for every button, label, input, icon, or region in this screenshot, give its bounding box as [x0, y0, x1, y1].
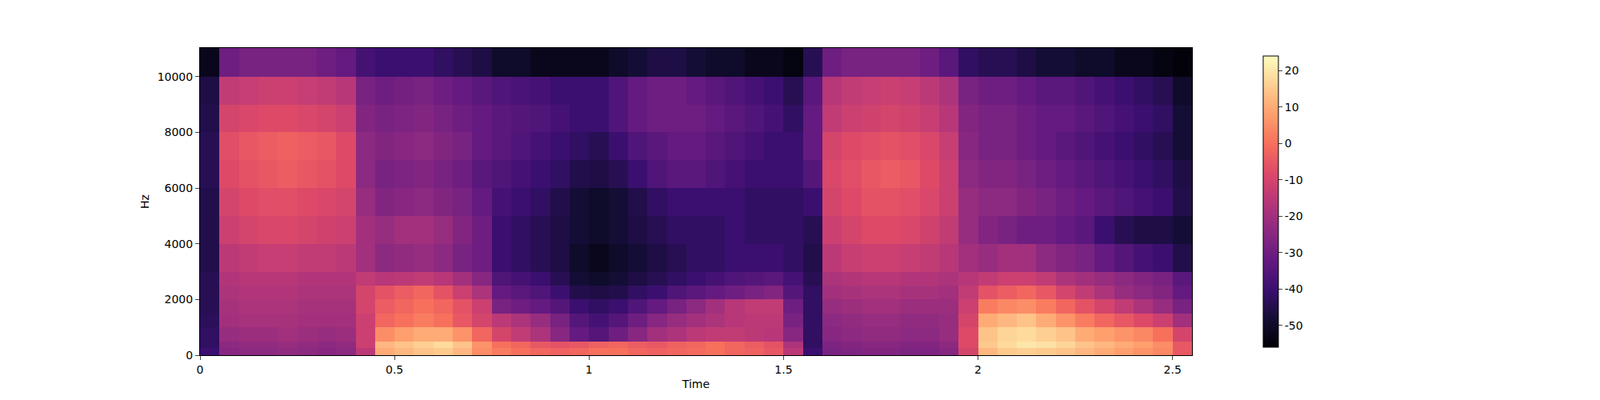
svg-text:-20: -20	[1284, 209, 1304, 223]
svg-text:2: 2	[974, 363, 982, 376]
svg-text:0.5: 0.5	[385, 363, 404, 376]
svg-text:20: 20	[1284, 64, 1300, 77]
svg-text:10: 10	[1284, 100, 1300, 114]
svg-text:4000: 4000	[164, 237, 194, 251]
svg-text:6000: 6000	[164, 181, 194, 195]
svg-text:0: 0	[185, 348, 193, 362]
svg-text:Time: Time	[681, 377, 710, 391]
svg-text:-40: -40	[1284, 282, 1304, 296]
svg-text:8000: 8000	[164, 125, 194, 139]
svg-text:-10: -10	[1284, 173, 1304, 187]
svg-text:2.5: 2.5	[1164, 363, 1182, 376]
svg-text:10000: 10000	[157, 70, 194, 84]
svg-text:Hz: Hz	[138, 194, 152, 209]
svg-text:-50: -50	[1284, 319, 1304, 332]
svg-text:-30: -30	[1284, 246, 1304, 260]
svg-text:1: 1	[585, 363, 593, 376]
svg-text:0: 0	[196, 363, 204, 376]
svg-text:1.5: 1.5	[774, 363, 792, 376]
svg-text:0: 0	[1284, 136, 1292, 150]
svg-text:2000: 2000	[164, 292, 194, 306]
